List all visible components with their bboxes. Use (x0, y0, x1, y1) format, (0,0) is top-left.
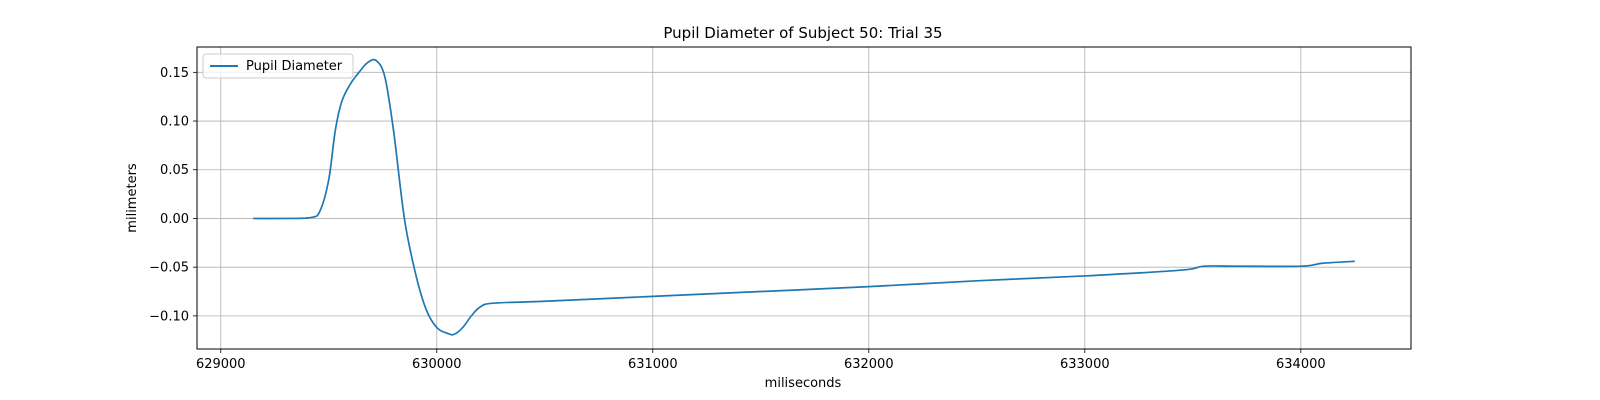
y-tick-label: 0.05 (160, 163, 189, 178)
x-tick-label: 632000 (844, 357, 894, 372)
legend-label: Pupil Diameter (246, 59, 343, 74)
y-axis-label: milimeters (125, 163, 140, 233)
series-line (253, 58, 1355, 336)
legend: Pupil Diameter (202, 53, 354, 79)
y-tick-label: −0.10 (149, 309, 189, 324)
x-tick-label: 630000 (412, 357, 462, 372)
y-tick-label: −0.05 (149, 261, 189, 276)
x-tick-label: 633000 (1060, 357, 1110, 372)
legend-box (202, 53, 354, 79)
series-layer (253, 58, 1355, 336)
plot-frame (196, 46, 1412, 350)
x-tick-label: 631000 (628, 357, 678, 372)
y-tick-label: 0.10 (160, 115, 189, 130)
x-tick-label: 634000 (1276, 357, 1326, 372)
y-tick-label: 0.15 (160, 66, 189, 81)
grid-layer (197, 47, 1411, 349)
chart-title: Pupil Diameter of Subject 50: Trial 35 (663, 24, 942, 42)
x-tick-label: 629000 (196, 357, 246, 372)
y-tick-label: 0.00 (160, 212, 189, 227)
x-axis-label: miliseconds (765, 376, 842, 391)
tick-layer: 629000 630000 631000 632000 633000 634000 0.15… (149, 66, 1325, 372)
